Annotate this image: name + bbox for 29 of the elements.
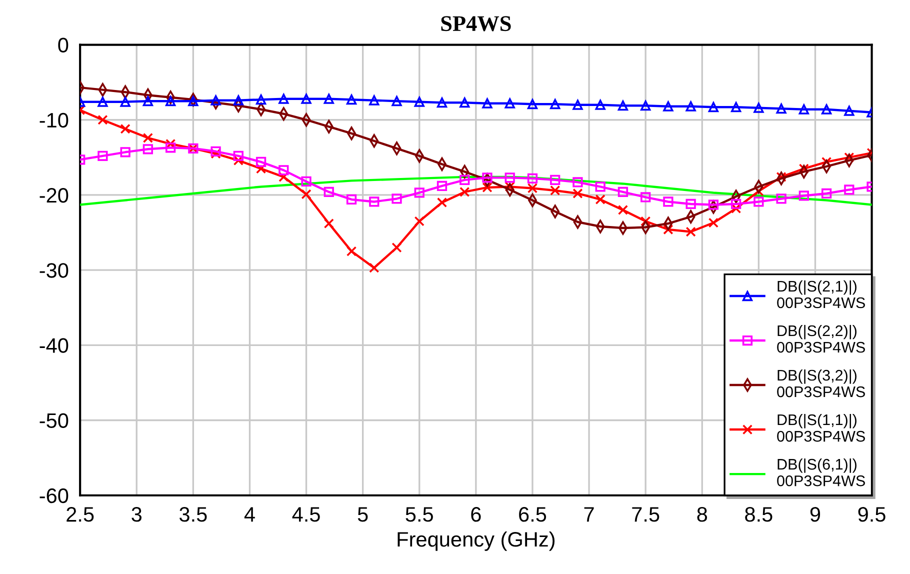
x-tick-label: 9.5 [858,507,886,522]
x-tick-label: 5.5 [406,507,433,522]
y-tick-label: 0 [58,38,68,53]
y-tick-label: -50 [40,413,68,428]
legend-label: DB(|S(1,1)|) 00P3SP4WS [777,414,865,442]
y-tick-label: -30 [40,263,68,278]
x-tick-label: 8 [697,507,708,522]
x-tick-label: 3.5 [179,507,207,522]
y-tick-label: -40 [40,338,68,353]
x-tick-label: 6 [471,507,481,522]
x-tick-label: 2.5 [66,507,94,522]
y-tick-label: -20 [40,188,68,203]
x-tick-label: 9 [810,507,820,522]
x-tick-label: 6.5 [519,507,546,522]
x-tick-label: 3 [132,507,142,522]
x-tick-label: 8.5 [745,507,772,522]
x-tick-label: 7 [584,507,594,522]
legend-label: DB(|S(6,1)|) 00P3SP4WS [777,458,865,486]
x-axis-title: Frequency (GHz) [398,531,555,551]
x-tick-label: 4 [244,507,255,522]
y-tick-label: -60 [40,488,68,504]
legend-label: DB(|S(2,2)|) 00P3SP4WS [777,324,865,353]
y-tick-label: -10 [40,112,68,128]
x-tick-label: 4.5 [292,507,320,522]
chart-title: SP4WS [441,16,511,32]
legend-label: DB(|S(2,1)|) 00P3SP4WS [777,280,865,308]
x-tick-label: 5 [358,507,368,522]
legend-label: DB(|S(3,2)|) 00P3SP4WS [777,369,865,398]
x-tick-label: 7.5 [632,507,660,522]
